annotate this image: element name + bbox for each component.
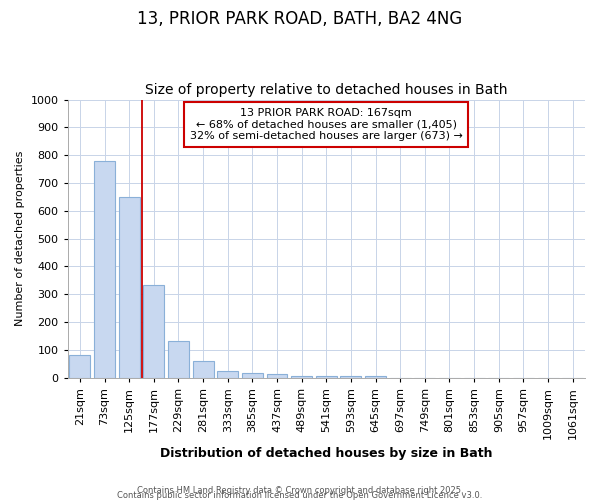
Bar xyxy=(119,198,140,378)
Text: 13, PRIOR PARK ROAD, BATH, BA2 4NG: 13, PRIOR PARK ROAD, BATH, BA2 4NG xyxy=(137,10,463,28)
Bar xyxy=(193,360,214,378)
Bar xyxy=(291,376,312,378)
Bar xyxy=(94,161,115,378)
Bar xyxy=(316,376,337,378)
Bar xyxy=(168,341,189,378)
Bar xyxy=(217,371,238,378)
Bar xyxy=(70,354,91,378)
Y-axis label: Number of detached properties: Number of detached properties xyxy=(15,151,25,326)
Bar xyxy=(340,376,361,378)
Bar xyxy=(242,373,263,378)
Bar xyxy=(266,374,287,378)
X-axis label: Distribution of detached houses by size in Bath: Distribution of detached houses by size … xyxy=(160,447,493,460)
Title: Size of property relative to detached houses in Bath: Size of property relative to detached ho… xyxy=(145,83,508,97)
Bar xyxy=(143,284,164,378)
Text: 13 PRIOR PARK ROAD: 167sqm
← 68% of detached houses are smaller (1,405)
32% of s: 13 PRIOR PARK ROAD: 167sqm ← 68% of deta… xyxy=(190,108,463,141)
Text: Contains HM Land Registry data © Crown copyright and database right 2025.: Contains HM Land Registry data © Crown c… xyxy=(137,486,463,495)
Text: Contains public sector information licensed under the Open Government Licence v3: Contains public sector information licen… xyxy=(118,491,482,500)
Bar xyxy=(365,376,386,378)
